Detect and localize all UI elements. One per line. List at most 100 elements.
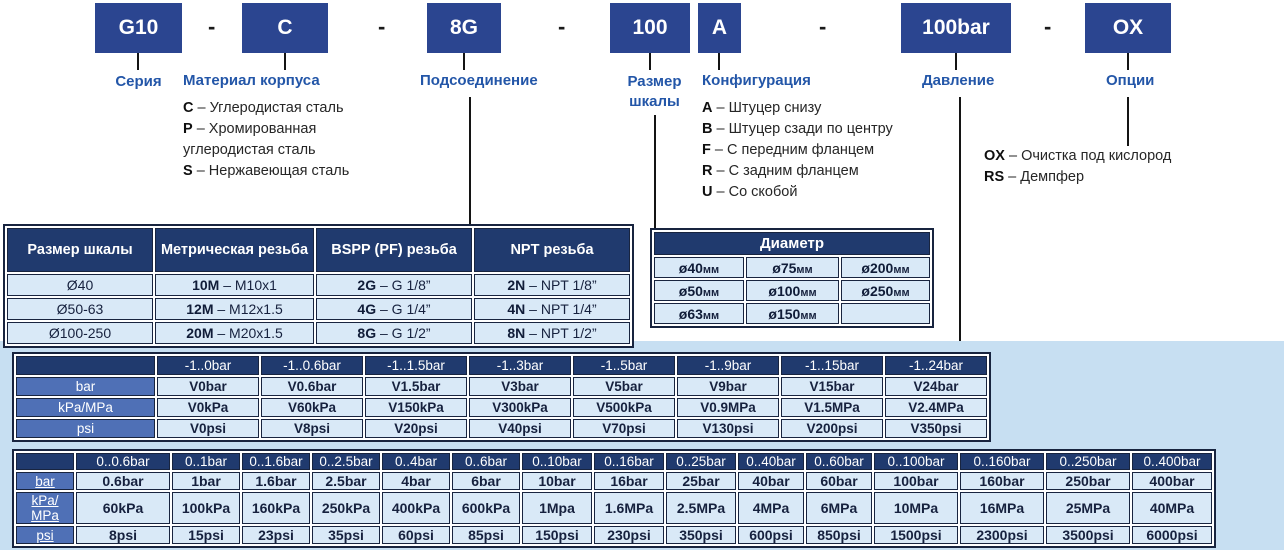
table-row: ø63мм ø150мм (654, 303, 930, 324)
range-column-header: 0..160bar (960, 453, 1044, 470)
range-column-header: 0..1bar (172, 453, 240, 470)
code-box-scale-size: 100 (610, 3, 690, 53)
connector-line (955, 53, 957, 70)
range-code-cell: V350psi (885, 419, 987, 438)
table-row: bar V0bar V0.6bar V1.5bar V3bar V5bar V9bar V15… (16, 377, 987, 396)
connector-line-pressure (959, 97, 961, 341)
list-item: U – Со скобой (702, 184, 798, 200)
unit-row-header: bar (16, 472, 74, 490)
range-column-header: 0..100bar (874, 453, 958, 470)
list-item: RS – Демпфер (984, 169, 1085, 185)
list-item: S – Нержавеющая сталь (183, 163, 350, 179)
range-code-cell: 1.6MPa (594, 492, 664, 524)
connector-line-options (1127, 97, 1129, 146)
range-code-cell: 2300psi (960, 526, 1044, 544)
table-row: kPa/MPa V0kPa V60kPa V150kPa V300kPa V500kPa V… (16, 398, 987, 417)
range-code-cell: 0.6bar (76, 472, 170, 490)
range-column-header: -1..0bar (157, 356, 259, 375)
table-row: bar 0.6bar 1bar 1.6bar 2.5bar 4bar 6bar 10bar 16… (16, 472, 1212, 490)
connector-line-scale-size (654, 115, 656, 228)
range-code-cell: 400kPa (382, 492, 450, 524)
table-row: psi 8psi 15psi 23psi 35psi 60psi 85psi 150psi 23… (16, 526, 1212, 544)
range-code-cell: 160bar (960, 472, 1044, 490)
range-code-cell: 60psi (382, 526, 450, 544)
range-code-cell: V9bar (677, 377, 779, 396)
range-code-cell: V40psi (469, 419, 571, 438)
range-column-header: -1..3bar (469, 356, 571, 375)
code-box-series: G10 (95, 3, 182, 53)
range-code-cell: 3500psi (1046, 526, 1130, 544)
code-separator: - (1044, 14, 1052, 39)
range-column-header: 0..25bar (666, 453, 736, 470)
range-code-cell: V3bar (469, 377, 571, 396)
range-code-cell: 4bar (382, 472, 450, 490)
range-column-header: -1..5bar (573, 356, 675, 375)
thread-cell: 2N – NPT 1/8” (474, 274, 630, 296)
range-code-cell: V2.4MPa (885, 398, 987, 417)
range-header-row: 0..0.6bar 0..1bar 0..1.6bar 0..2.5bar 0..4ba… (16, 453, 1212, 470)
range-code-cell: 40bar (738, 472, 804, 490)
range-code-cell: 400bar (1132, 472, 1212, 490)
diameter-cell: ø250мм (841, 280, 930, 301)
range-column-header: 0..2.5bar (312, 453, 380, 470)
range-code-cell: V0kPa (157, 398, 259, 417)
range-code-cell: V24bar (885, 377, 987, 396)
diameter-cell: ø100мм (746, 280, 839, 301)
code-box-configuration: A (698, 3, 741, 53)
thread-cell: 8G – G 1/2” (316, 322, 472, 344)
range-code-cell: 10bar (522, 472, 592, 490)
vacuum-range-table: -1..0bar -1..0.6bar -1..1.5bar -1..3bar -1..… (12, 352, 991, 442)
table-row: Ø100-250 20M – M20x1.5 8G – G 1/2” 8N – NPT… (7, 322, 630, 344)
diameter-table: Диаметр ø40мм ø75мм ø200мм ø50мм ø100мм ø250м… (650, 228, 934, 328)
range-code-cell: 15psi (172, 526, 240, 544)
diameter-cell: ø75мм (746, 257, 839, 278)
material-options-list: C – Углеродистая сталь P – Хромированная … (183, 98, 351, 182)
code-box-connection: 8G (427, 3, 501, 53)
list-item: R – С задним фланцем (702, 163, 859, 179)
range-code-cell: 25MPa (1046, 492, 1130, 524)
table-row: Ø40 10M – M10x1 2G – G 1/8” 2N – NPT 1/8” (7, 274, 630, 296)
connector-line (718, 53, 720, 70)
range-column-header: -1..1.5bar (365, 356, 467, 375)
connector-line (137, 53, 139, 70)
connector-line (1127, 53, 1129, 70)
range-code-cell: V60kPa (261, 398, 363, 417)
range-column-header: 0..1.6bar (242, 453, 310, 470)
range-code-cell: 35psi (312, 526, 380, 544)
table-row: psi V0psi V8psi V20psi V40psi V70psi V130psi V2… (16, 419, 987, 438)
options-list: OX – Очистка под кислород RS – Демпфер (984, 146, 1224, 188)
range-code-cell: V0.6bar (261, 377, 363, 396)
range-code-cell: 2.5bar (312, 472, 380, 490)
column-header: BSPP (PF) резьба (316, 228, 472, 272)
range-column-header: 0..16bar (594, 453, 664, 470)
range-code-cell: V200psi (781, 419, 883, 438)
range-column-header: 0..6bar (452, 453, 520, 470)
code-separator: - (208, 14, 216, 39)
list-item: A – Штуцер снизу (702, 100, 822, 116)
list-item: F – С передним фланцем (702, 142, 875, 158)
unit-row-header: psi (16, 526, 74, 544)
range-code-cell: V1.5bar (365, 377, 467, 396)
connector-line (284, 53, 286, 70)
range-code-cell: V0.9MPa (677, 398, 779, 417)
range-code-cell: 6MPa (806, 492, 872, 524)
column-header: Метрическая резьба (155, 228, 314, 272)
range-code-cell: 60kPa (76, 492, 170, 524)
diameter-cell: ø50мм (654, 280, 744, 301)
range-code-cell: V70psi (573, 419, 675, 438)
table-row: ø50мм ø100мм ø250мм (654, 280, 930, 301)
diameter-cell: ø150мм (746, 303, 839, 324)
range-code-cell: V15bar (781, 377, 883, 396)
range-code-cell: V0psi (157, 419, 259, 438)
range-code-cell: V150kPa (365, 398, 467, 417)
field-label-scale-size: Размер шкалы (627, 73, 682, 110)
range-code-cell: 8psi (76, 526, 170, 544)
diameter-table-title: Диаметр (654, 232, 930, 255)
range-code-cell: 2.5MPa (666, 492, 736, 524)
range-code-cell: V1.5MPa (781, 398, 883, 417)
range-column-header: 0..60bar (806, 453, 872, 470)
range-column-header: -1..9bar (677, 356, 779, 375)
list-item: OX – Очистка под кислород (984, 148, 1172, 164)
range-code-cell: 16MPa (960, 492, 1044, 524)
